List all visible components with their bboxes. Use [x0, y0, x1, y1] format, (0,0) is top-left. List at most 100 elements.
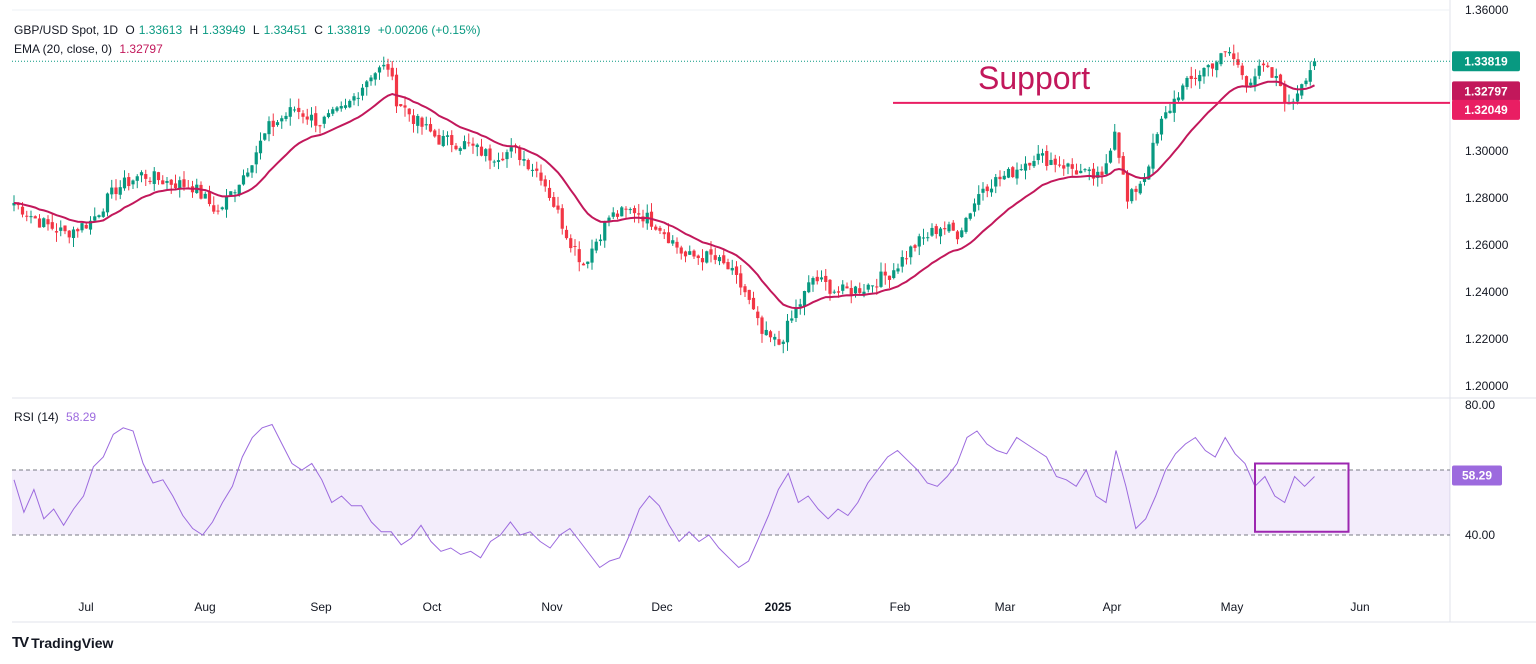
ema-line [12, 60, 1450, 310]
candle-body [688, 251, 692, 255]
candle-body [1266, 65, 1270, 67]
candle-body [849, 287, 853, 295]
candle-body [356, 97, 360, 99]
candle-body [135, 176, 139, 181]
candle-body [1023, 163, 1028, 171]
rsi-value: 58.29 [66, 410, 97, 424]
rsi-legend[interactable]: RSI (14) 58.29 [14, 410, 100, 424]
candle-body [1244, 76, 1249, 87]
price-tick-label: 1.36000 [1465, 3, 1509, 17]
candle-body [968, 213, 972, 219]
rsi-badge [1452, 465, 1502, 486]
candle-body [433, 130, 437, 137]
close-label: C [314, 23, 323, 37]
candle-body [301, 113, 305, 117]
ema-legend[interactable]: EMA (20, close, 0) 1.32797 [14, 42, 167, 56]
time-tick-label: Feb [890, 600, 911, 614]
candle-body [1172, 98, 1176, 113]
candle-body [144, 174, 148, 179]
candle-body [80, 223, 84, 231]
open-value: 1.33613 [138, 23, 183, 37]
candle-body [118, 187, 122, 195]
candle-body [794, 308, 798, 319]
candle-body [934, 226, 938, 235]
candle-body [1295, 93, 1300, 102]
rsi-band-area [12, 469, 1450, 536]
candle-body [309, 114, 314, 121]
candle-body [1261, 63, 1266, 66]
candle-body [1185, 77, 1189, 87]
symbol-label[interactable]: GBP/USD Spot, 1D [14, 23, 119, 37]
candle-body [403, 105, 407, 108]
candle-body [615, 213, 620, 217]
price-tick-label: 1.28000 [1465, 191, 1509, 205]
candle-body [972, 203, 977, 212]
rsi-band-fill [12, 470, 1450, 535]
candle-body [841, 284, 845, 291]
price-axis: 1.20000 1.22000 1.24000 1.26000 1.28000 1.300… [1452, 3, 1520, 542]
candle-body [131, 180, 135, 185]
candle-body [632, 208, 637, 214]
candle-body [505, 152, 509, 160]
candle-body [866, 284, 870, 290]
candle-body [29, 216, 33, 218]
candle-body [399, 104, 403, 107]
time-tick-label: Apr [1103, 600, 1122, 614]
candle-body [1223, 51, 1227, 53]
time-tick-label: Jun [1350, 600, 1369, 614]
candle-body [943, 228, 947, 230]
candle-body [603, 221, 607, 241]
candle-body [1206, 65, 1210, 68]
candle-body [292, 109, 297, 111]
candle-body [654, 226, 658, 230]
candle-body [747, 289, 751, 300]
candle-body [263, 133, 267, 140]
candle-body [458, 148, 462, 151]
candle-body [960, 230, 964, 238]
candle-body [675, 241, 679, 248]
candle-body [692, 250, 696, 257]
candle-body [207, 191, 212, 205]
rsi-label: RSI (14) [14, 410, 59, 424]
candle-body [496, 160, 501, 162]
candle-body [709, 249, 713, 255]
candle-body [37, 218, 42, 228]
candle-body [1151, 142, 1155, 169]
candle-body [666, 232, 671, 244]
candle-body [318, 125, 322, 127]
candle-body [594, 241, 598, 251]
candle-body [386, 64, 390, 70]
candle-body [730, 267, 734, 271]
candle-body [445, 135, 450, 137]
candle-body [1015, 169, 1019, 179]
rsi-tick-label: 40.00 [1465, 528, 1495, 542]
candle-body [552, 197, 556, 207]
candle-body [573, 245, 577, 247]
price-badge [1452, 51, 1520, 72]
candle-body [390, 67, 394, 77]
candle-body [1210, 63, 1215, 69]
candle-body [250, 165, 254, 173]
candle-body [569, 238, 573, 249]
candle-body [156, 172, 161, 181]
candle-body [870, 285, 875, 287]
candle-body [182, 179, 186, 187]
highlight-box [1254, 462, 1350, 533]
candle-body [424, 124, 428, 126]
candle-body [165, 180, 169, 183]
candle-body [437, 134, 441, 145]
candle-body [1028, 162, 1032, 166]
rsi-badge-label: 58.29 [1462, 469, 1492, 483]
candle-body [54, 231, 59, 233]
candle-body [152, 171, 156, 184]
candle-body [1062, 165, 1066, 169]
candle-body [1053, 158, 1057, 165]
candle-body [1283, 83, 1287, 103]
time-tick-label: Sep [310, 600, 332, 614]
tradingview-logo[interactable]: TV TradingView [12, 634, 113, 651]
candle-body [275, 122, 280, 126]
candle-body [883, 271, 887, 276]
candle-body [305, 116, 309, 120]
candle-body [1019, 169, 1023, 171]
